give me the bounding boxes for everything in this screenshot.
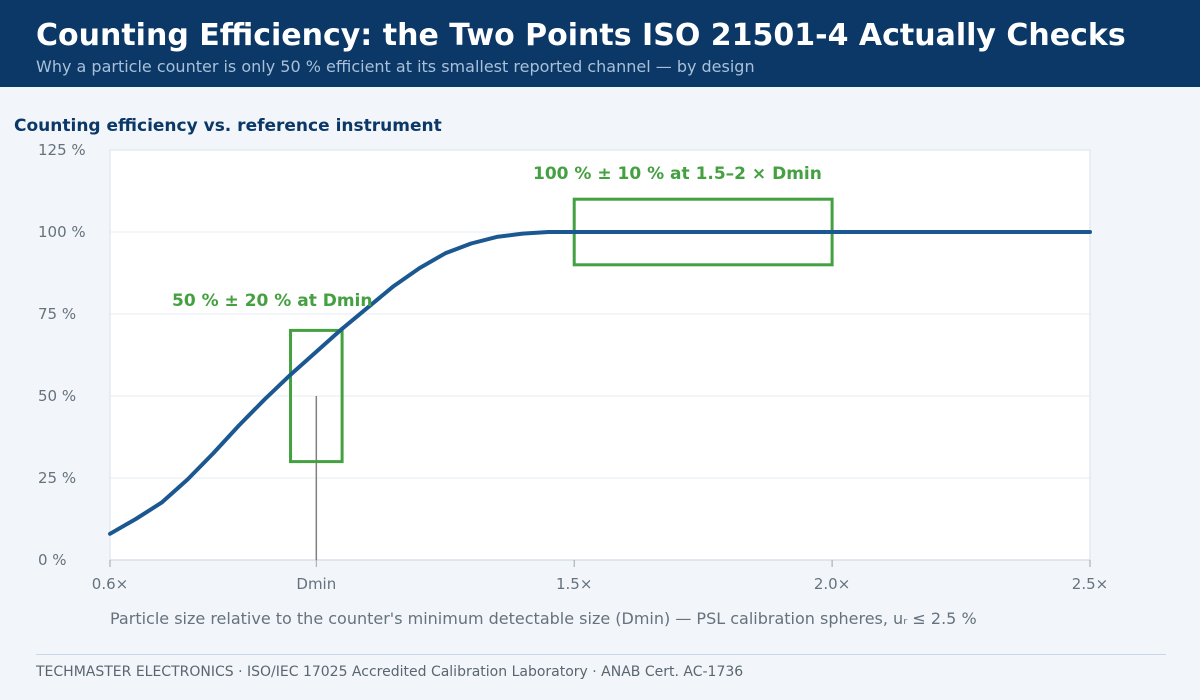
dmin-tolerance-label: 50 % ± 20 % at Dmin: [172, 291, 373, 311]
chart-title: Counting efficiency vs. reference instru…: [14, 116, 442, 136]
y-tick-label: 25 %: [38, 469, 76, 487]
plateau-tolerance-label: 100 % ± 10 % at 1.5–2 × Dmin: [533, 164, 822, 184]
x-tick-label: 1.5×: [556, 575, 592, 593]
page-title: Counting Efficiency: the Two Points ISO …: [36, 18, 1126, 53]
header-banner: Counting Efficiency: the Two Points ISO …: [0, 0, 1200, 87]
x-axis-label: Particle size relative to the counter's …: [110, 609, 977, 628]
y-tick-label: 0 %: [38, 551, 67, 569]
y-tick-label: 50 %: [38, 387, 76, 405]
x-tick-label: Dmin: [296, 575, 336, 593]
y-tick-label: 75 %: [38, 305, 76, 323]
x-tick-label: 0.6×: [92, 575, 128, 593]
y-tick-label: 100 %: [38, 223, 86, 241]
x-tick-label: 2.5×: [1072, 575, 1108, 593]
tolerance-box: [289, 328, 344, 464]
footer-text: TECHMASTER ELECTRONICS · ISO/IEC 17025 A…: [36, 664, 744, 680]
efficiency-curve: [108, 230, 1092, 536]
footer-divider: [36, 654, 1166, 655]
y-tick-label: 125 %: [38, 141, 86, 159]
x-tick-label: 2.0×: [814, 575, 850, 593]
plot-area: [109, 149, 1091, 561]
page-subtitle: Why a particle counter is only 50 % effi…: [36, 57, 755, 76]
